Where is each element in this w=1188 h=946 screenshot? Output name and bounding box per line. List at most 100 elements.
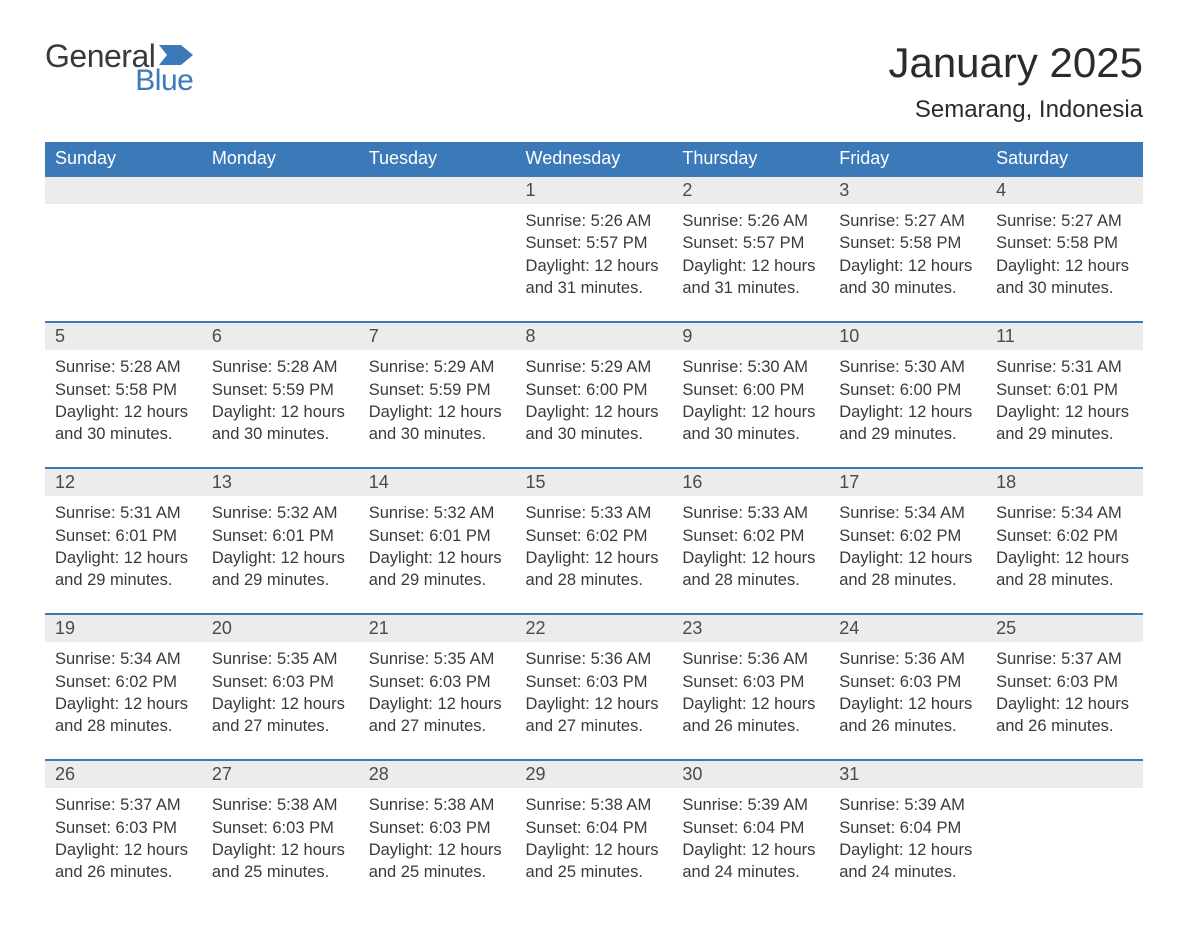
day-number-cell: 17: [829, 468, 986, 496]
day-content-row: Sunrise: 5:26 AMSunset: 5:57 PMDaylight:…: [45, 204, 1143, 322]
sunset-text: Sunset: 6:01 PM: [212, 525, 349, 547]
sunrise-text: Sunrise: 5:34 AM: [55, 648, 192, 670]
sunset-text: Sunset: 5:57 PM: [526, 232, 663, 254]
daylight-text: Daylight: 12 hours and 28 minutes.: [682, 547, 819, 592]
day-content-cell: Sunrise: 5:27 AMSunset: 5:58 PMDaylight:…: [829, 204, 986, 322]
daylight-text: Daylight: 12 hours and 30 minutes.: [526, 401, 663, 446]
daylight-text: Daylight: 12 hours and 27 minutes.: [526, 693, 663, 738]
day-content-cell: [986, 788, 1143, 906]
sunset-text: Sunset: 6:03 PM: [212, 817, 349, 839]
day-content-cell: Sunrise: 5:28 AMSunset: 5:58 PMDaylight:…: [45, 350, 202, 468]
day-content-cell: Sunrise: 5:38 AMSunset: 6:03 PMDaylight:…: [202, 788, 359, 906]
day-content-cell: Sunrise: 5:35 AMSunset: 6:03 PMDaylight:…: [359, 642, 516, 760]
day-number-cell: 26: [45, 760, 202, 788]
day-content-cell: Sunrise: 5:33 AMSunset: 6:02 PMDaylight:…: [672, 496, 829, 614]
sunset-text: Sunset: 6:03 PM: [212, 671, 349, 693]
weekday-header: Monday: [202, 142, 359, 176]
daylight-text: Daylight: 12 hours and 30 minutes.: [839, 255, 976, 300]
day-number-cell: 5: [45, 322, 202, 350]
day-content-cell: Sunrise: 5:34 AMSunset: 6:02 PMDaylight:…: [986, 496, 1143, 614]
sunset-text: Sunset: 6:03 PM: [369, 671, 506, 693]
daylight-text: Daylight: 12 hours and 28 minutes.: [526, 547, 663, 592]
daylight-text: Daylight: 12 hours and 30 minutes.: [55, 401, 192, 446]
daylight-text: Daylight: 12 hours and 28 minutes.: [839, 547, 976, 592]
day-content-cell: Sunrise: 5:38 AMSunset: 6:03 PMDaylight:…: [359, 788, 516, 906]
daylight-text: Daylight: 12 hours and 29 minutes.: [55, 547, 192, 592]
daylight-text: Daylight: 12 hours and 26 minutes.: [682, 693, 819, 738]
day-number-cell: 28: [359, 760, 516, 788]
daylight-text: Daylight: 12 hours and 30 minutes.: [212, 401, 349, 446]
day-number-cell: 31: [829, 760, 986, 788]
daylight-text: Daylight: 12 hours and 26 minutes.: [55, 839, 192, 884]
sunset-text: Sunset: 5:58 PM: [996, 232, 1133, 254]
day-content-cell: Sunrise: 5:28 AMSunset: 5:59 PMDaylight:…: [202, 350, 359, 468]
daylight-text: Daylight: 12 hours and 26 minutes.: [839, 693, 976, 738]
day-number-cell: 23: [672, 614, 829, 642]
day-number-row: 1234: [45, 176, 1143, 204]
day-content-cell: Sunrise: 5:37 AMSunset: 6:03 PMDaylight:…: [986, 642, 1143, 760]
sunset-text: Sunset: 6:04 PM: [526, 817, 663, 839]
day-content-cell: Sunrise: 5:31 AMSunset: 6:01 PMDaylight:…: [45, 496, 202, 614]
sunset-text: Sunset: 5:59 PM: [212, 379, 349, 401]
day-content-row: Sunrise: 5:37 AM Sunset: 6:03 PM Daylight:…: [45, 788, 1143, 906]
day-content-cell: Sunrise: 5:26 AMSunset: 5:57 PMDaylight:…: [516, 204, 673, 322]
day-number-cell: 27: [202, 760, 359, 788]
weekday-header: Saturday: [986, 142, 1143, 176]
sunrise-text: Sunrise: 5:39 AM: [682, 794, 819, 816]
day-number-cell: 13: [202, 468, 359, 496]
weekday-header: Thursday: [672, 142, 829, 176]
sunrise-text: Sunrise: 5:38 AM: [212, 794, 349, 816]
sunrise-text: Sunrise: 5:36 AM: [682, 648, 819, 670]
day-content-cell: Sunrise: 5:29 AMSunset: 6:00 PMDaylight:…: [516, 350, 673, 468]
day-number-cell: 29: [516, 760, 673, 788]
day-content-cell: Sunrise: 5:26 AMSunset: 5:57 PMDaylight:…: [672, 204, 829, 322]
day-number-row: 262728293031: [45, 760, 1143, 788]
sunrise-text: Sunrise: 5:36 AM: [839, 648, 976, 670]
day-number-cell: 4: [986, 176, 1143, 204]
day-number-cell: 14: [359, 468, 516, 496]
day-content-row: Sunrise: 5:28 AMSunset: 5:58 PMDaylight:…: [45, 350, 1143, 468]
day-number-cell: 11: [986, 322, 1143, 350]
sunrise-text: Sunrise: 5:27 AM: [839, 210, 976, 232]
daylight-text: Daylight: 12 hours and 26 minutes.: [996, 693, 1133, 738]
daylight-text: Daylight: 12 hours and 28 minutes.: [996, 547, 1133, 592]
daylight-text: Daylight: 12 hours and 30 minutes.: [682, 401, 819, 446]
day-content-row: Sunrise: 5:31 AMSunset: 6:01 PMDaylight:…: [45, 496, 1143, 614]
day-number-cell: 9: [672, 322, 829, 350]
daylight-text: Daylight: 12 hours and 25 minutes.: [369, 839, 506, 884]
day-number-cell: 21: [359, 614, 516, 642]
daylight-text: Daylight: 12 hours and 29 minutes.: [369, 547, 506, 592]
sunrise-text: Sunrise: 5:27 AM: [996, 210, 1133, 232]
day-number-cell: 15: [516, 468, 673, 496]
sunrise-text: Sunrise: 5:32 AM: [369, 502, 506, 524]
sunset-text: Sunset: 6:02 PM: [839, 525, 976, 547]
sunrise-text: Sunrise: 5:30 AM: [682, 356, 819, 378]
weekday-header: Tuesday: [359, 142, 516, 176]
sunrise-text: Sunrise: 5:37 AM: [55, 794, 192, 816]
day-content-row: Sunrise: 5:34 AMSunset: 6:02 PM Daylight:…: [45, 642, 1143, 760]
daylight-text: Daylight: 12 hours and 25 minutes.: [526, 839, 663, 884]
day-number-cell: 10: [829, 322, 986, 350]
daylight-text: Daylight: 12 hours and 30 minutes.: [996, 255, 1133, 300]
daylight-text: Daylight: 12 hours and 29 minutes.: [996, 401, 1133, 446]
daylight-text: Daylight: 12 hours and 29 minutes.: [839, 401, 976, 446]
sunrise-text: Sunrise: 5:35 AM: [369, 648, 506, 670]
day-number-cell: [45, 176, 202, 204]
day-number-cell: 19: [45, 614, 202, 642]
day-content-cell: [202, 204, 359, 322]
day-content-cell: Sunrise: 5:39 AMSunset: 6:04 PMDaylight:…: [672, 788, 829, 906]
sunrise-text: Sunrise: 5:33 AM: [526, 502, 663, 524]
day-number-cell: 2: [672, 176, 829, 204]
sunrise-text: Sunrise: 5:29 AM: [369, 356, 506, 378]
weekday-header: Wednesday: [516, 142, 673, 176]
calendar-table: Sunday Monday Tuesday Wednesday Thursday…: [45, 142, 1143, 906]
day-content-cell: Sunrise: 5:31 AMSunset: 6:01 PMDaylight:…: [986, 350, 1143, 468]
sunrise-text: Sunrise: 5:33 AM: [682, 502, 819, 524]
daylight-text: Daylight: 12 hours and 27 minutes.: [369, 693, 506, 738]
logo-blue-text: Blue: [117, 66, 193, 96]
sunset-text: Sunset: 6:02 PM: [55, 671, 192, 693]
page-header: General Blue January 2025 Semarang, Indo…: [45, 40, 1143, 124]
day-number-cell: 18: [986, 468, 1143, 496]
daylight-text: Daylight: 12 hours and 30 minutes.: [369, 401, 506, 446]
daylight-text: Daylight: 12 hours and 27 minutes.: [212, 693, 349, 738]
